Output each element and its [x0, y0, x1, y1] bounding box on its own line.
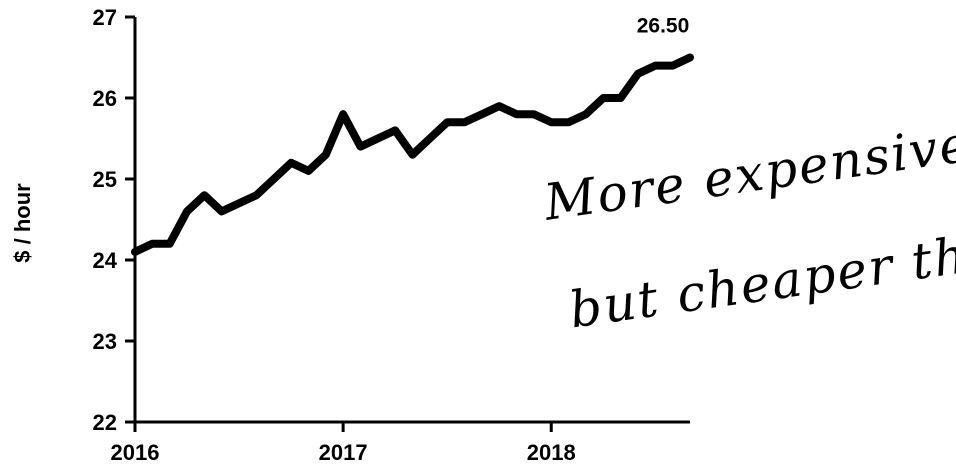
y-tick-label: 22: [93, 410, 117, 435]
y-axis-title: $ / hour: [10, 183, 35, 263]
handwritten-note-line-1: More expensive,: [540, 112, 956, 232]
series-points: [134, 57, 691, 252]
handwritten-note: More expensive, but cheaper than: [540, 112, 956, 339]
y-axis: 22 23 24 25 26 27: [93, 5, 137, 435]
x-axis: 2016 2017 2018: [111, 420, 690, 465]
x-tick-label: 2016: [111, 440, 160, 465]
handwritten-note-line-2: but cheaper than: [566, 217, 956, 339]
y-tick-label: 25: [93, 167, 117, 192]
x-tick-label: 2017: [319, 440, 368, 465]
x-tick-label: 2018: [527, 440, 576, 465]
y-tick-label: 24: [93, 248, 118, 273]
y-tick-label: 23: [93, 329, 117, 354]
y-tick-label: 27: [93, 5, 117, 30]
y-tick-label: 26: [93, 86, 117, 111]
last-value-label: 26.50: [637, 15, 690, 38]
